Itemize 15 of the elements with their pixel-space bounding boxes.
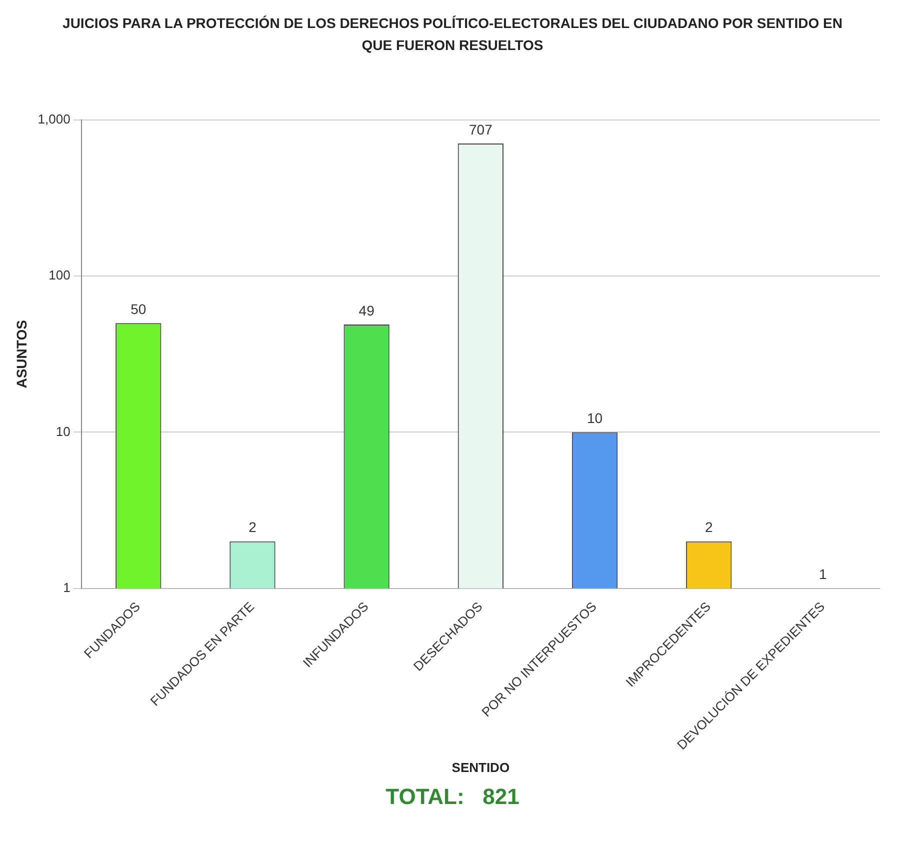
y-tick-label: 100 — [48, 268, 70, 283]
data-label: 707 — [468, 121, 493, 138]
x-axis-title: SENTIDO — [452, 760, 510, 775]
data-label: 2 — [704, 519, 713, 536]
chart-title: JUICIOS PARA LA PROTECCIÓN DE LOS DERECHOS POLÍTICO-ELECTORALES DEL CIUDADANO POR SENTIDO EN QUE FUERON RESUELTOS — [62, 14, 844, 55]
data-label: 1 — [819, 566, 828, 582]
data-label: 10 — [586, 410, 603, 426]
data-label: 50 — [130, 300, 146, 317]
data-label: 2 — [248, 519, 257, 536]
text: TOTAL: 821 — [384, 784, 520, 810]
y-axis-title: ASUNTOS — [13, 320, 30, 388]
y-tick-label: 1 — [63, 580, 70, 595]
y-tick-label: 1,000 — [38, 112, 70, 127]
y-tick-label: 10 — [56, 424, 70, 439]
data-label: 49 — [358, 302, 375, 318]
